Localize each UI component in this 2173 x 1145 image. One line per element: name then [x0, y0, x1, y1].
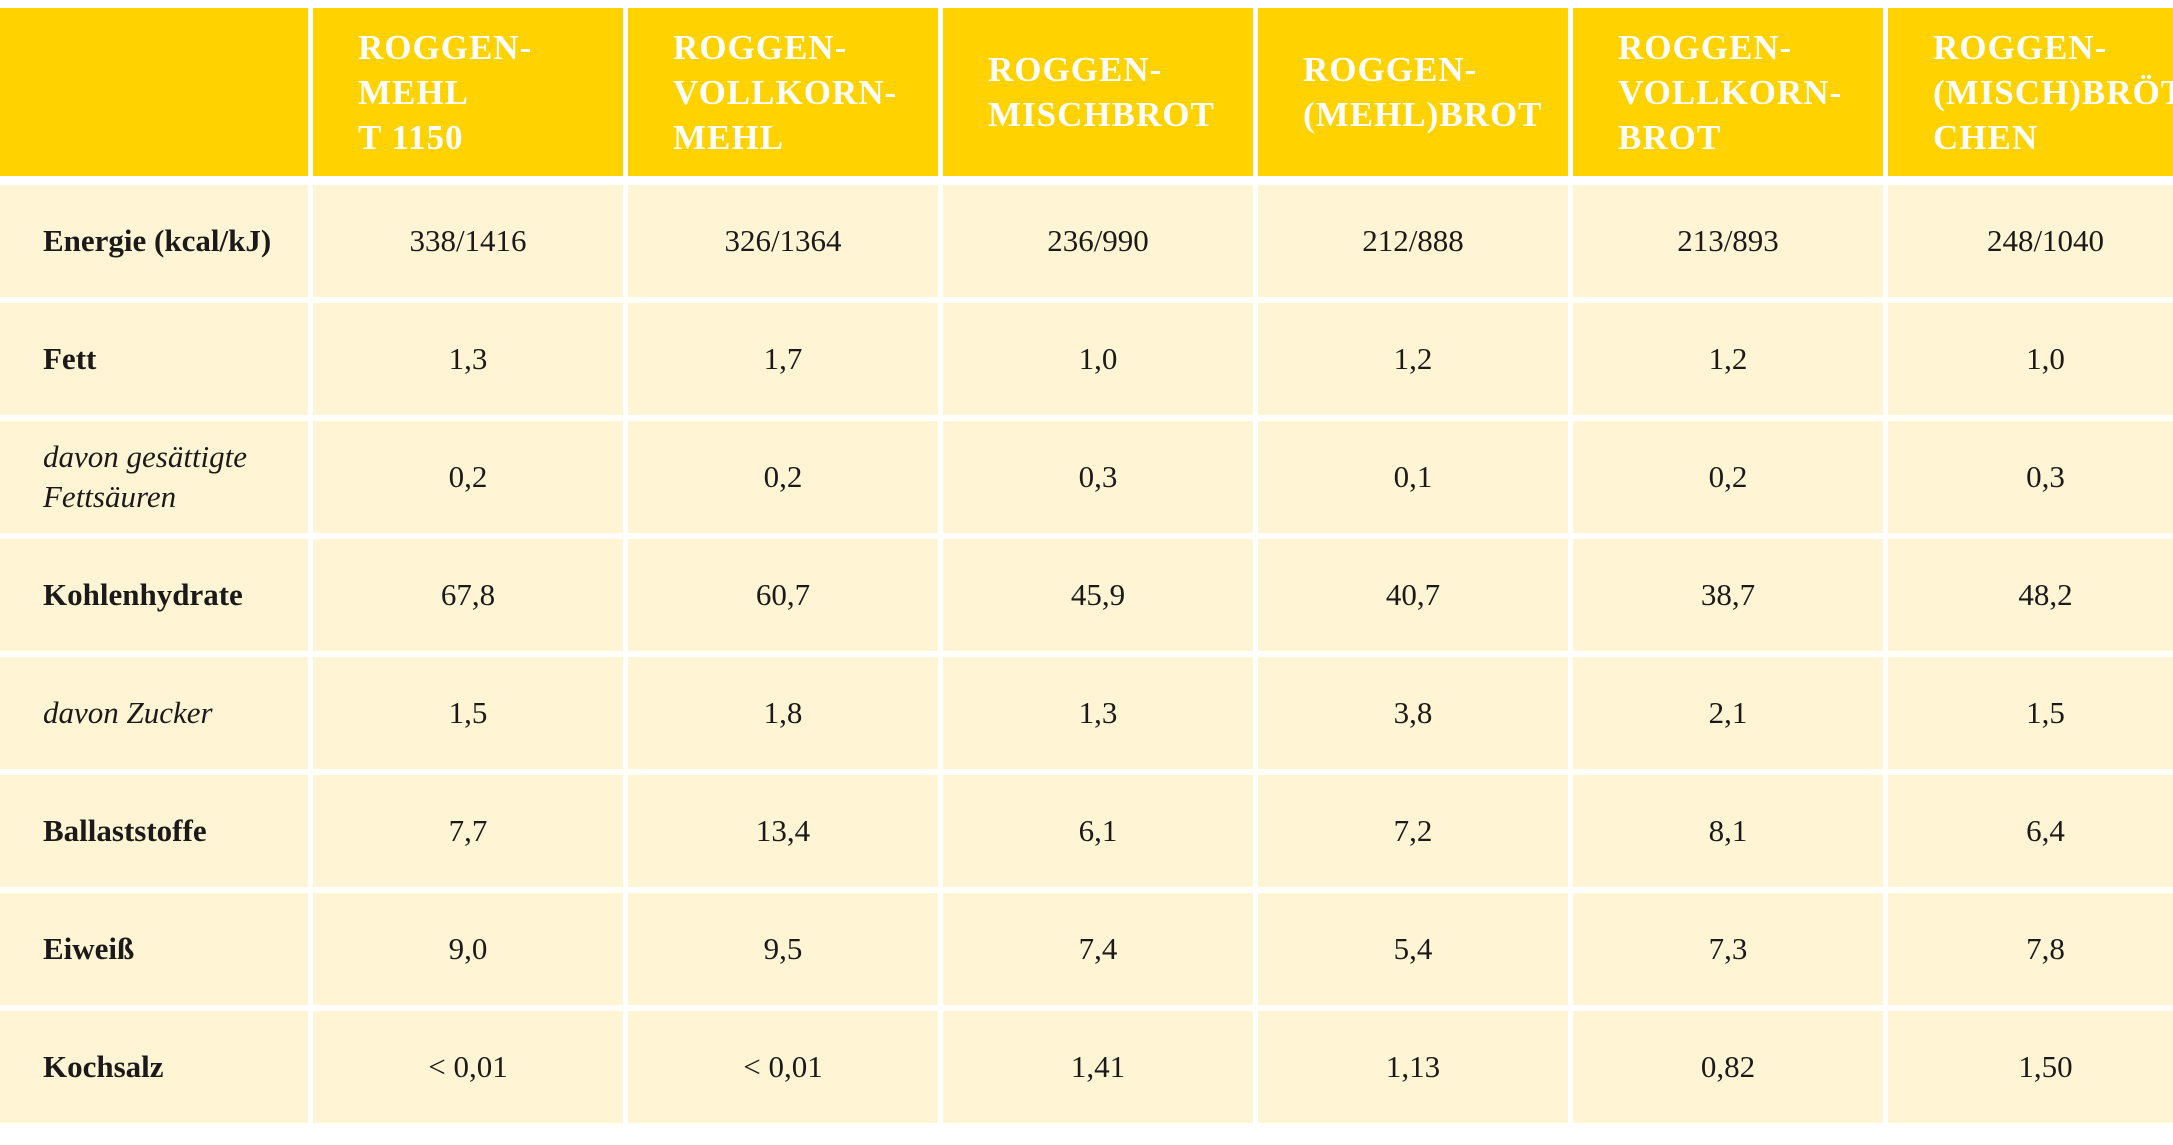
row-label-eiweiss: Eiweiß — [0, 890, 308, 1008]
table-cell: 7,2 — [1258, 772, 1568, 890]
table-cell: 48,2 — [1888, 536, 2173, 654]
table-cell: 0,1 — [1258, 418, 1568, 536]
table-cell: < 0,01 — [313, 1008, 623, 1126]
header-corner-cell — [0, 8, 308, 182]
row-label-fett: Fett — [0, 300, 308, 418]
table-cell: 45,9 — [943, 536, 1253, 654]
table-cell: 1,5 — [313, 654, 623, 772]
table-cell: 7,8 — [1888, 890, 2173, 1008]
row-label-ballaststoffe: Ballaststoffe — [0, 772, 308, 890]
table-cell: 9,0 — [313, 890, 623, 1008]
table-cell: 1,0 — [1888, 300, 2173, 418]
table-cell: 40,7 — [1258, 536, 1568, 654]
table-cell: 1,3 — [313, 300, 623, 418]
table-cell: 1,13 — [1258, 1008, 1568, 1126]
table-cell: 1,2 — [1573, 300, 1883, 418]
table-cell: 0,2 — [1573, 418, 1883, 536]
table-cell: 8,1 — [1573, 772, 1883, 890]
nutrition-table: ROGGEN- MEHL T 1150 ROGGEN- VOLLKORN- ME… — [0, 8, 2173, 1126]
table-cell: 1,2 — [1258, 300, 1568, 418]
table-cell: 7,3 — [1573, 890, 1883, 1008]
table-cell: 0,82 — [1573, 1008, 1883, 1126]
table-cell: 0,2 — [313, 418, 623, 536]
table-cell: 1,8 — [628, 654, 938, 772]
table-cell: 326/1364 — [628, 182, 938, 300]
table-cell: 6,1 — [943, 772, 1253, 890]
header-roggenvollkornbrot: ROGGEN- VOLLKORN- BROT — [1573, 8, 1883, 182]
table-cell: 213/893 — [1573, 182, 1883, 300]
table-cell: 1,5 — [1888, 654, 2173, 772]
row-label-kochsalz: Kochsalz — [0, 1008, 308, 1126]
table-cell: 1,3 — [943, 654, 1253, 772]
header-roggenmischbrot: ROGGEN- MISCHBROT — [943, 8, 1253, 182]
header-roggenmischbroetchen: ROGGEN- (MISCH)BRÖT- CHEN — [1888, 8, 2173, 182]
table-cell: 1,0 — [943, 300, 1253, 418]
table-cell: 1,41 — [943, 1008, 1253, 1126]
table-cell: 248/1040 — [1888, 182, 2173, 300]
table-cell: 38,7 — [1573, 536, 1883, 654]
row-label-zucker: davon Zucker — [0, 654, 308, 772]
table-cell: 2,1 — [1573, 654, 1883, 772]
header-roggenvollkornmehl: ROGGEN- VOLLKORN- MEHL — [628, 8, 938, 182]
header-roggenmehlbrot: ROGGEN- (MEHL)BROT — [1258, 8, 1568, 182]
table-cell: 13,4 — [628, 772, 938, 890]
table-cell: 7,4 — [943, 890, 1253, 1008]
table-cell: 0,3 — [943, 418, 1253, 536]
table-cell: < 0,01 — [628, 1008, 938, 1126]
row-label-gesaettigte-fettsaeuren: davon gesättigte Fettsäuren — [0, 418, 308, 536]
table-cell: 60,7 — [628, 536, 938, 654]
table-cell: 6,4 — [1888, 772, 2173, 890]
table-cell: 212/888 — [1258, 182, 1568, 300]
table-cell: 3,8 — [1258, 654, 1568, 772]
table-cell: 1,50 — [1888, 1008, 2173, 1126]
row-label-energie: Energie (kcal/kJ) — [0, 182, 308, 300]
table-cell: 5,4 — [1258, 890, 1568, 1008]
table-cell: 0,2 — [628, 418, 938, 536]
table-cell: 236/990 — [943, 182, 1253, 300]
table-cell: 338/1416 — [313, 182, 623, 300]
header-roggenmehl-t1150: ROGGEN- MEHL T 1150 — [313, 8, 623, 182]
row-label-kohlenhydrate: Kohlenhydrate — [0, 536, 308, 654]
table-cell: 7,7 — [313, 772, 623, 890]
table-cell: 1,7 — [628, 300, 938, 418]
table-cell: 0,3 — [1888, 418, 2173, 536]
table-cell: 9,5 — [628, 890, 938, 1008]
table-cell: 67,8 — [313, 536, 623, 654]
